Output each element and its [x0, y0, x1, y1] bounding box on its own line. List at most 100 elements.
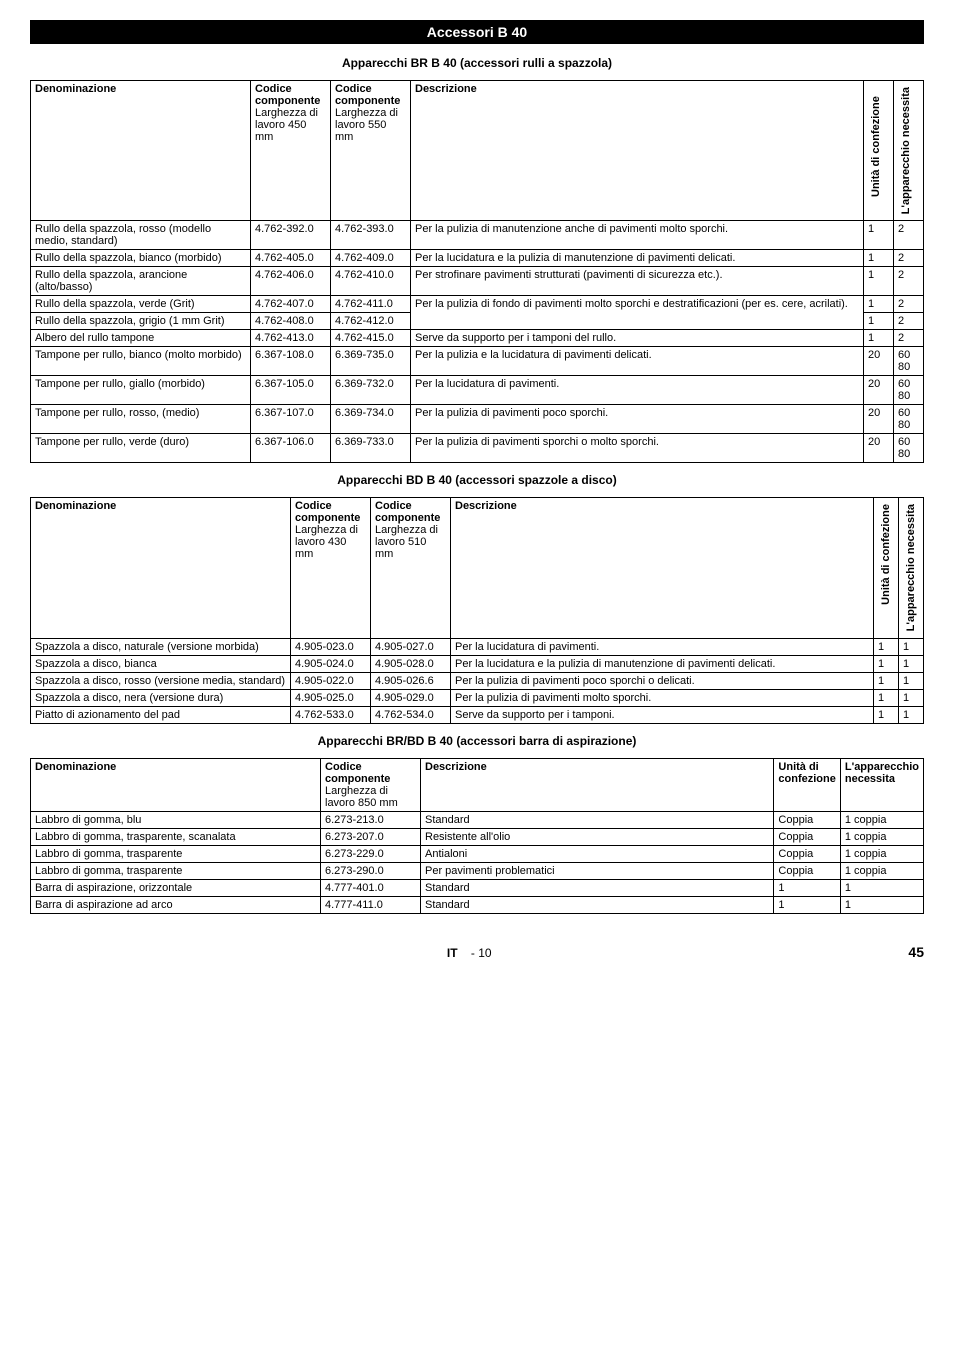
t2-code-b: 4.905-027.0: [371, 638, 451, 655]
t2-h-denom: Denominazione: [31, 498, 291, 638]
t2-denom: Spazzola a disco, nera (versione dura): [31, 689, 291, 706]
t1-code-b: 6.369-733.0: [331, 434, 411, 463]
t1-desc: Per la lucidatura e la pulizia di manute…: [411, 250, 864, 267]
t1-unita: 1: [864, 267, 894, 296]
t1-code-a: 4.762-406.0: [251, 267, 331, 296]
t3-unita: Coppia: [774, 862, 840, 879]
t1-h-code-b: Codice componente Larghezza di lavoro 55…: [331, 81, 411, 221]
t3-code: 6.273-213.0: [321, 811, 421, 828]
t1-h-code-b-sub: Larghezza di lavoro 550 mm: [335, 107, 398, 143]
t1-denom: Tampone per rullo, giallo (morbido): [31, 376, 251, 405]
table-row: Rullo della spazzola, rosso (modello med…: [31, 221, 924, 250]
footer-page-number: 45: [908, 944, 924, 960]
t3-denom: Labbro di gomma, blu: [31, 811, 321, 828]
t3-code: 6.273-207.0: [321, 828, 421, 845]
table-row: Barra di aspirazione, orizzontale4.777-4…: [31, 879, 924, 896]
t3-app: 1 coppia: [840, 828, 923, 845]
t1-code-b: 4.762-411.0: [331, 296, 411, 313]
t2-code-a: 4.905-022.0: [291, 672, 371, 689]
t1-denom: Tampone per rullo, verde (duro): [31, 434, 251, 463]
t2-desc: Serve da supporto per i tamponi.: [451, 706, 874, 723]
t1-denom: Rullo della spazzola, arancione (alto/ba…: [31, 267, 251, 296]
t3-h-app: L'apparecchio necessita: [840, 758, 923, 811]
t2-desc: Per la lucidatura e la pulizia di manute…: [451, 655, 874, 672]
t1-desc: Per la pulizia di pavimenti poco sporchi…: [411, 405, 864, 434]
t1-desc: Per la pulizia di fondo di pavimenti mol…: [411, 296, 864, 330]
t3-unita: 1: [774, 879, 840, 896]
t1-code-a: 6.367-107.0: [251, 405, 331, 434]
t3-unita: Coppia: [774, 845, 840, 862]
t1-unita: 20: [864, 434, 894, 463]
t2-app: 1: [899, 638, 924, 655]
t3-code: 4.777-401.0: [321, 879, 421, 896]
t3-denom: Labbro di gomma, trasparente: [31, 845, 321, 862]
t3-h-desc: Descrizione: [421, 758, 774, 811]
t1-desc: Per la pulizia e la lucidatura di pavime…: [411, 347, 864, 376]
table-row: Spazzola a disco, bianca4.905-024.04.905…: [31, 655, 924, 672]
t3-code: 4.777-411.0: [321, 896, 421, 913]
t3-denom: Labbro di gomma, trasparente, scanalata: [31, 828, 321, 845]
t2-denom: Spazzola a disco, bianca: [31, 655, 291, 672]
t1-desc: Per la pulizia di pavimenti sporchi o mo…: [411, 434, 864, 463]
section2-header: Apparecchi BD B 40 (accessori spazzole a…: [30, 467, 924, 497]
t1-code-a: 4.762-408.0: [251, 313, 331, 330]
t1-desc: Per la lucidatura di pavimenti.: [411, 376, 864, 405]
t1-h-unita: Unità di confezione: [864, 81, 894, 221]
footer-center: IT - 10: [447, 946, 492, 960]
t1-h-code-a-title: Codice componente: [255, 83, 320, 107]
t2-app: 1: [899, 706, 924, 723]
t1-code-a: 4.762-405.0: [251, 250, 331, 267]
t2-denom: Piatto di azionamento del pad: [31, 706, 291, 723]
t2-h-desc: Descrizione: [451, 498, 874, 638]
t1-h-desc: Descrizione: [411, 81, 864, 221]
t3-desc: Per pavimenti problematici: [421, 862, 774, 879]
t2-desc: Per la pulizia di pavimenti poco sporchi…: [451, 672, 874, 689]
t1-code-a: 6.367-106.0: [251, 434, 331, 463]
t2-h-app: L'apparecchio necessita: [899, 498, 924, 638]
t3-desc: Standard: [421, 879, 774, 896]
t1-code-a: 6.367-108.0: [251, 347, 331, 376]
t1-h-code-b-title: Codice componente: [335, 83, 400, 107]
t1-app: 2: [894, 313, 924, 330]
table-row: Labbro di gomma, trasparente6.273-229.0A…: [31, 845, 924, 862]
page-footer: IT - 10 45: [30, 944, 924, 960]
t1-app: 6080: [894, 434, 924, 463]
t1-code-a: 6.367-105.0: [251, 376, 331, 405]
table-row: Labbro di gomma, trasparente6.273-290.0P…: [31, 862, 924, 879]
t2-h-code-a: Codice componente Larghezza di lavoro 43…: [291, 498, 371, 638]
t1-code-b: 6.369-732.0: [331, 376, 411, 405]
table-row: Spazzola a disco, nera (versione dura) 4.…: [31, 689, 924, 706]
table-row: Barra di aspirazione ad arco4.777-411.0S…: [31, 896, 924, 913]
t3-app: 1 coppia: [840, 811, 923, 828]
t1-code-b: 6.369-734.0: [331, 405, 411, 434]
t1-app: 2: [894, 250, 924, 267]
table-row: Piatto di azionamento del pad4.762-533.0…: [31, 706, 924, 723]
t3-denom: Barra di aspirazione ad arco: [31, 896, 321, 913]
table-row: Tampone per rullo, bianco (molto morbido…: [31, 347, 924, 376]
t2-denom: Spazzola a disco, naturale (versione mor…: [31, 638, 291, 655]
t2-desc: Per la pulizia di pavimenti molto sporch…: [451, 689, 874, 706]
t1-unita: 1: [864, 330, 894, 347]
t2-h-unita: Unità di confezione: [874, 498, 899, 638]
t1-unita: 20: [864, 405, 894, 434]
t2-app: 1: [899, 689, 924, 706]
t1-code-a: 4.762-407.0: [251, 296, 331, 313]
t1-denom: Rullo della spazzola, verde (Grit): [31, 296, 251, 313]
t1-h-code-a: Codice componente Larghezza di lavoro 45…: [251, 81, 331, 221]
t1-denom: Albero del rullo tampone: [31, 330, 251, 347]
t1-h-code-a-sub: Larghezza di lavoro 450 mm: [255, 107, 318, 143]
t1-unita: 1: [864, 221, 894, 250]
table-row: Spazzola a disco, naturale (versione mor…: [31, 638, 924, 655]
table-row: Tampone per rullo, giallo (morbido)6.367…: [31, 376, 924, 405]
t1-code-a: 4.762-392.0: [251, 221, 331, 250]
t3-app: 1: [840, 879, 923, 896]
t1-denom: Tampone per rullo, rosso, (medio): [31, 405, 251, 434]
section1-header: Apparecchi BR B 40 (accessori rulli a sp…: [30, 50, 924, 80]
t1-desc: Per la pulizia di manutenzione anche di …: [411, 221, 864, 250]
t1-denom: Tampone per rullo, bianco (molto morbido…: [31, 347, 251, 376]
t1-app: 6080: [894, 405, 924, 434]
t2-code-b: 4.905-026.6: [371, 672, 451, 689]
t2-code-b: 4.905-029.0: [371, 689, 451, 706]
t1-code-b: 4.762-409.0: [331, 250, 411, 267]
table-br: Denominazione Codice componente Larghezz…: [30, 80, 924, 463]
